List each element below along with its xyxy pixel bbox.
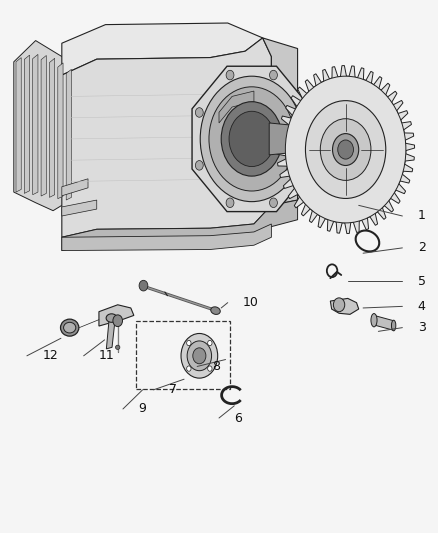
Ellipse shape — [116, 345, 120, 350]
Circle shape — [226, 70, 234, 80]
Text: 3: 3 — [418, 321, 426, 334]
Circle shape — [300, 108, 308, 117]
Text: 6: 6 — [234, 411, 242, 424]
Polygon shape — [374, 316, 394, 330]
Polygon shape — [62, 23, 263, 75]
Text: 4: 4 — [418, 300, 426, 313]
Circle shape — [332, 134, 359, 165]
Polygon shape — [41, 55, 46, 196]
Polygon shape — [330, 298, 359, 314]
Circle shape — [269, 198, 277, 207]
Polygon shape — [99, 305, 134, 326]
Circle shape — [187, 366, 191, 372]
Circle shape — [269, 70, 277, 80]
Polygon shape — [58, 63, 63, 199]
Text: 12: 12 — [42, 349, 58, 362]
Polygon shape — [219, 91, 254, 123]
Polygon shape — [62, 200, 297, 251]
Circle shape — [208, 366, 212, 372]
Polygon shape — [16, 58, 21, 192]
Circle shape — [181, 334, 218, 378]
Ellipse shape — [64, 322, 76, 333]
Text: 8: 8 — [212, 360, 220, 373]
Circle shape — [226, 198, 234, 207]
Polygon shape — [263, 38, 297, 205]
Circle shape — [195, 160, 203, 170]
Circle shape — [187, 341, 191, 346]
Circle shape — [139, 280, 148, 291]
Text: 5: 5 — [418, 275, 426, 288]
Circle shape — [208, 341, 212, 346]
Polygon shape — [269, 123, 313, 155]
Text: 9: 9 — [138, 402, 146, 415]
Bar — [136, 321, 230, 389]
Circle shape — [200, 76, 303, 201]
Circle shape — [209, 87, 294, 191]
Circle shape — [338, 140, 353, 159]
Polygon shape — [106, 320, 115, 349]
Polygon shape — [62, 224, 272, 251]
Polygon shape — [192, 66, 311, 212]
Text: 11: 11 — [99, 349, 115, 362]
Circle shape — [193, 348, 206, 364]
Polygon shape — [62, 179, 88, 196]
Circle shape — [305, 101, 386, 198]
Ellipse shape — [308, 127, 318, 151]
Circle shape — [320, 119, 371, 180]
Polygon shape — [62, 38, 272, 237]
Circle shape — [195, 108, 203, 117]
Text: 1: 1 — [418, 209, 426, 222]
Ellipse shape — [211, 307, 220, 314]
Circle shape — [228, 104, 267, 152]
Polygon shape — [49, 58, 55, 197]
Polygon shape — [25, 55, 30, 193]
Circle shape — [221, 102, 283, 176]
Circle shape — [286, 76, 406, 223]
Circle shape — [187, 341, 212, 370]
Polygon shape — [277, 66, 415, 233]
Ellipse shape — [106, 314, 117, 322]
Circle shape — [113, 315, 123, 327]
Circle shape — [229, 111, 275, 166]
Ellipse shape — [392, 320, 396, 331]
Ellipse shape — [371, 313, 377, 327]
Circle shape — [219, 94, 276, 163]
Polygon shape — [33, 54, 38, 195]
Circle shape — [300, 160, 308, 170]
Text: 7: 7 — [169, 383, 177, 397]
Circle shape — [333, 298, 345, 312]
Text: 10: 10 — [243, 296, 259, 309]
Polygon shape — [62, 200, 97, 216]
Text: 2: 2 — [418, 241, 426, 254]
Polygon shape — [66, 69, 71, 200]
Polygon shape — [14, 41, 71, 211]
Ellipse shape — [60, 319, 79, 336]
